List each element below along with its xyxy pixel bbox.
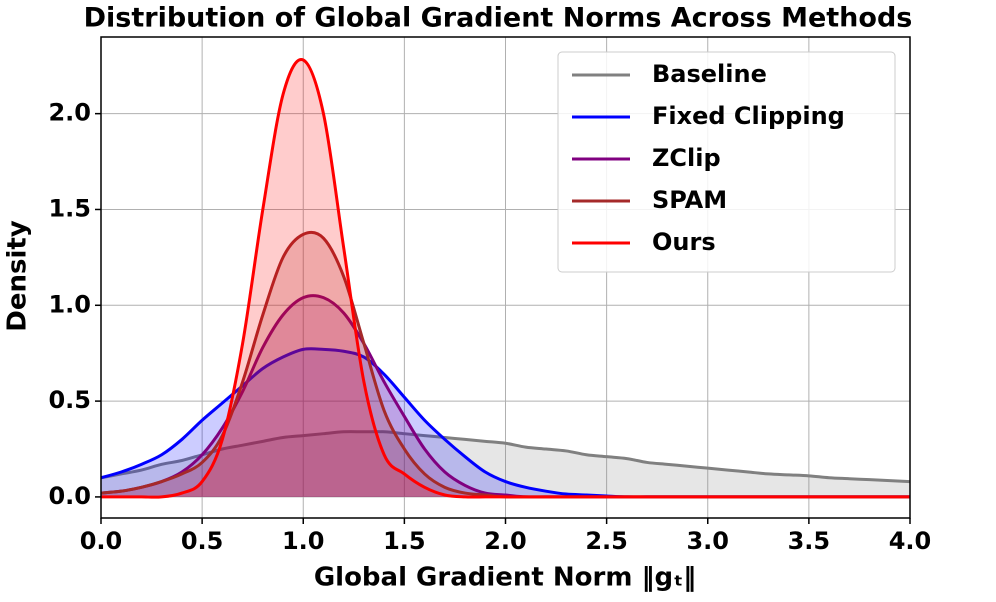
x-tick-label: 0.0	[80, 527, 123, 555]
legend-label: ZClip	[652, 144, 721, 172]
density-area	[101, 348, 910, 497]
plot-frame	[100, 36, 911, 519]
x-axis-label: Global Gradient Norm ‖gₜ‖	[314, 563, 696, 593]
density-line	[101, 58, 910, 499]
x-tick-label: 2.5	[585, 527, 628, 555]
y-tick-label: 1.5	[48, 194, 91, 222]
x-tick-label: 1.0	[282, 527, 325, 555]
chart-title: Distribution of Global Gradient Norms Ac…	[84, 3, 913, 34]
x-tick-label: 3.0	[686, 527, 729, 555]
x-tick-label: 3.5	[788, 527, 831, 555]
legend-label: SPAM	[652, 186, 727, 214]
density-area	[101, 59, 910, 498]
x-tick-label: 1.5	[383, 527, 426, 555]
x-tick-label: 4.0	[889, 527, 932, 555]
y-axis-label: Density	[3, 220, 33, 332]
x-tick-label: 2.0	[484, 527, 527, 555]
y-tick-label: 0.5	[48, 386, 91, 414]
density-area	[101, 232, 910, 498]
y-tick-label: 0.0	[48, 482, 91, 510]
density-area	[101, 295, 910, 498]
x-tick-label: 0.5	[181, 527, 224, 555]
legend-label: Fixed Clipping	[652, 102, 845, 130]
y-tick-label: 1.0	[48, 290, 91, 318]
plot-area	[100, 37, 911, 518]
legend-label: Baseline	[652, 60, 767, 88]
legend-box	[557, 51, 896, 273]
y-tick-label: 2.0	[48, 99, 91, 127]
legend-label: Ours	[652, 228, 716, 256]
density-area	[101, 431, 910, 497]
density-line	[100, 430, 911, 484]
